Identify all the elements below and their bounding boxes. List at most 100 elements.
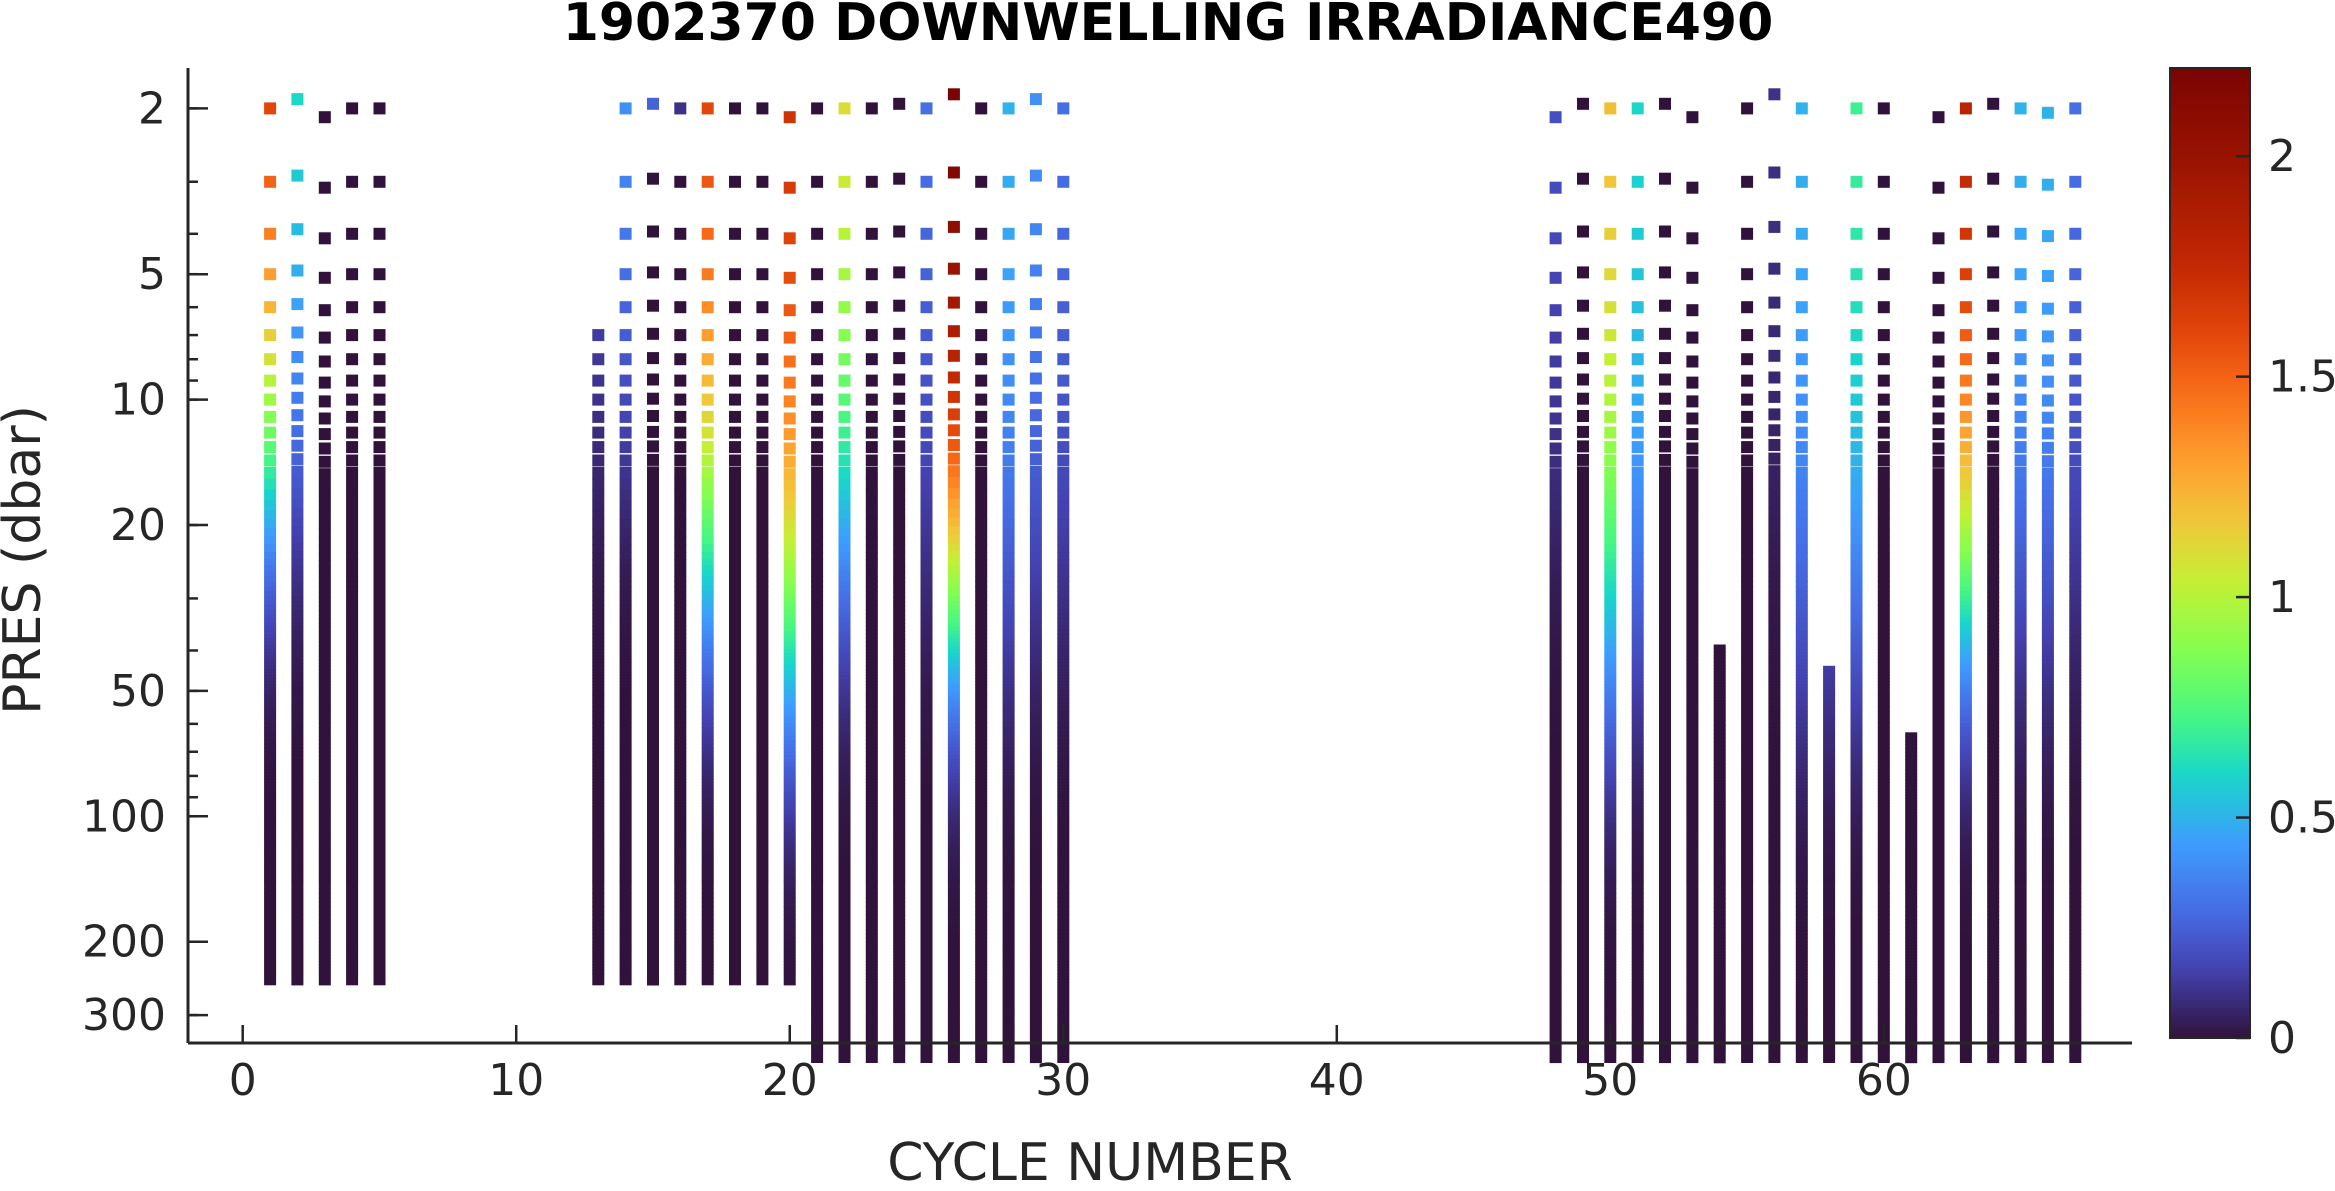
data-point [674, 967, 687, 971]
data-point [865, 1012, 878, 1016]
data-point [1577, 788, 1589, 793]
profile-cycle-23 [865, 102, 878, 1063]
data-point [592, 834, 605, 838]
data-point [1659, 806, 1671, 810]
data-point [756, 843, 769, 847]
data-point [264, 883, 277, 890]
data-point [783, 843, 796, 847]
data-point [346, 803, 359, 807]
data-point [1604, 866, 1617, 870]
data-point [1002, 747, 1015, 752]
data-point [1549, 490, 1562, 502]
data-point [975, 1019, 988, 1023]
data-point [1029, 565, 1042, 572]
data-point [838, 1028, 851, 1032]
data-point [1604, 703, 1617, 707]
data-point [701, 268, 714, 281]
data-point [838, 570, 851, 577]
data-point [647, 751, 659, 756]
data-point [1549, 762, 1562, 767]
data-point [1002, 1015, 1015, 1019]
data-point [811, 797, 824, 802]
data-point [811, 990, 824, 994]
data-point [756, 882, 769, 885]
data-point [1713, 677, 1726, 682]
profile-cycle-30 [1057, 102, 1070, 1063]
data-point [647, 693, 659, 697]
data-point [264, 858, 277, 862]
data-point [1659, 893, 1671, 899]
data-point [1549, 376, 1562, 389]
data-point [920, 478, 933, 491]
data-point [975, 841, 988, 845]
data-point [1577, 352, 1589, 365]
data-point [346, 765, 359, 770]
data-point [1057, 941, 1070, 946]
data-point [291, 622, 304, 628]
data-point [1549, 1033, 1562, 1036]
data-point [291, 839, 304, 843]
data-point [1057, 964, 1070, 968]
data-point [947, 614, 960, 620]
data-point [1659, 915, 1671, 920]
data-point [920, 652, 933, 657]
data-point [1659, 392, 1671, 405]
data-point [865, 992, 878, 996]
data-point [1029, 906, 1042, 912]
data-point [947, 1019, 960, 1023]
data-point [865, 675, 878, 679]
data-point [318, 642, 331, 647]
data-point [838, 982, 851, 986]
data-point [975, 102, 988, 115]
data-point [756, 806, 769, 810]
data-point [1029, 769, 1042, 774]
data-point [674, 509, 687, 520]
data-point [1057, 393, 1070, 406]
data-point [947, 961, 960, 965]
data-point [865, 708, 878, 712]
data-point [1002, 454, 1015, 467]
data-point [1604, 888, 1617, 894]
data-point [674, 735, 687, 741]
data-point [1057, 467, 1070, 480]
data-point [975, 970, 988, 974]
data-point [729, 841, 741, 845]
data-point [674, 675, 687, 679]
data-point [838, 576, 851, 582]
data-point [619, 964, 632, 968]
data-point [783, 630, 796, 636]
data-point [1029, 934, 1042, 939]
data-point [318, 626, 331, 632]
data-point [893, 967, 906, 972]
data-point [701, 374, 714, 387]
data-point [947, 296, 960, 309]
data-point [592, 831, 605, 835]
data-point [920, 630, 933, 635]
data-point [1631, 175, 1644, 188]
data-point [346, 880, 359, 883]
data-point [1549, 937, 1562, 942]
data-point [1631, 591, 1644, 597]
data-point [811, 662, 824, 667]
data-point [291, 914, 304, 920]
data-point [865, 902, 878, 908]
data-point [318, 785, 331, 790]
data-point [947, 944, 960, 949]
data-point [619, 739, 632, 745]
data-point [893, 623, 906, 628]
data-point [674, 536, 687, 545]
data-point [729, 329, 741, 342]
data-point [920, 227, 933, 240]
data-point [1002, 662, 1015, 667]
data-point [865, 500, 878, 511]
data-point [920, 902, 933, 908]
data-point [373, 478, 386, 491]
data-point [920, 880, 933, 883]
data-point [811, 762, 824, 767]
data-point [756, 586, 769, 592]
data-point [1659, 769, 1671, 774]
data-point [1002, 700, 1015, 704]
data-point [756, 893, 769, 899]
data-point [619, 954, 632, 959]
data-point [865, 1008, 878, 1011]
